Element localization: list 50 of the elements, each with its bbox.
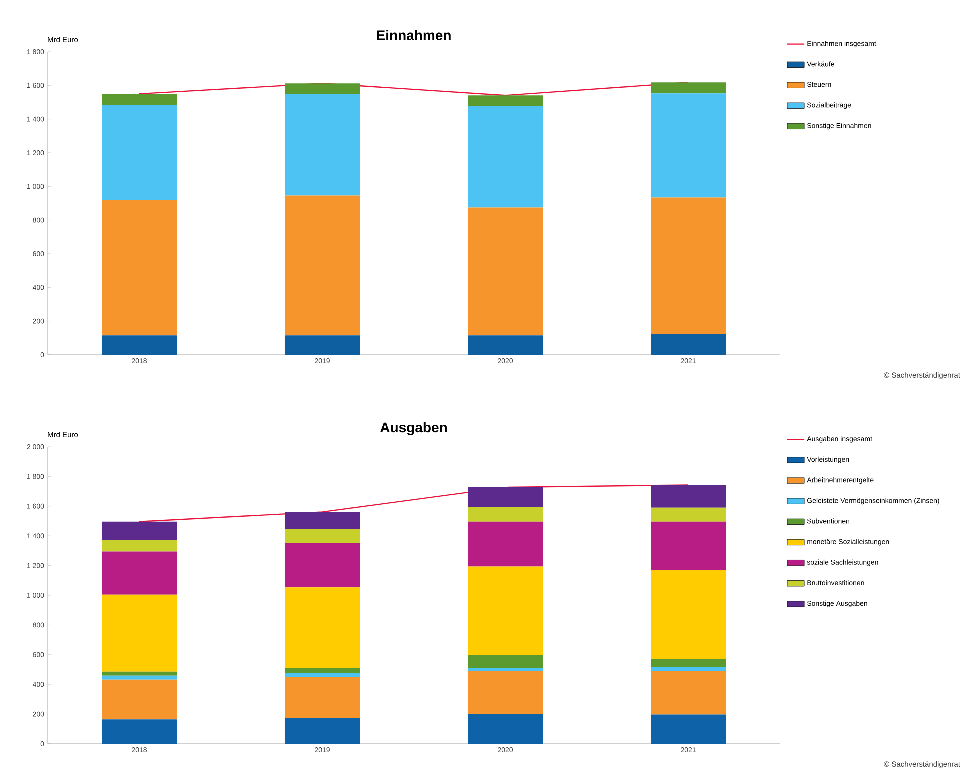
bar <box>468 106 544 208</box>
bar <box>102 594 178 672</box>
bar <box>468 96 544 106</box>
bar <box>102 720 178 744</box>
bar <box>102 105 178 200</box>
bar <box>102 94 178 106</box>
bar <box>284 677 360 718</box>
bar <box>102 676 178 680</box>
bar <box>102 552 178 595</box>
bar <box>284 94 360 196</box>
bar <box>102 672 178 676</box>
bar <box>650 659 726 668</box>
bar <box>650 508 726 522</box>
bar <box>284 588 360 669</box>
bar <box>650 198 726 334</box>
bar <box>284 529 360 544</box>
bar <box>102 680 178 720</box>
bar <box>468 566 544 656</box>
bar <box>284 84 360 94</box>
chart-title: Einnahmen <box>377 30 451 40</box>
bar <box>102 336 178 355</box>
bar <box>284 718 360 744</box>
bar <box>650 570 726 660</box>
bar <box>468 488 544 508</box>
bar <box>284 673 360 678</box>
bar <box>650 82 726 94</box>
bar <box>650 522 726 570</box>
bar <box>468 208 544 336</box>
bar <box>650 94 726 198</box>
bar <box>468 672 544 714</box>
bar <box>102 200 178 336</box>
bar <box>468 336 544 355</box>
bar <box>468 668 544 672</box>
bar <box>468 522 544 567</box>
bar <box>284 668 360 674</box>
bar <box>650 334 726 355</box>
bar <box>468 714 544 744</box>
bar <box>102 540 178 552</box>
bar <box>284 196 360 336</box>
bar <box>650 485 726 508</box>
chart-title: Ausgaben <box>380 422 447 436</box>
bar <box>650 668 726 672</box>
bar <box>650 672 726 715</box>
bar <box>102 522 178 540</box>
bar <box>284 336 360 355</box>
bar <box>468 507 544 522</box>
bar <box>284 543 360 588</box>
bar <box>284 512 360 530</box>
bar <box>468 655 544 669</box>
bar <box>650 714 726 744</box>
